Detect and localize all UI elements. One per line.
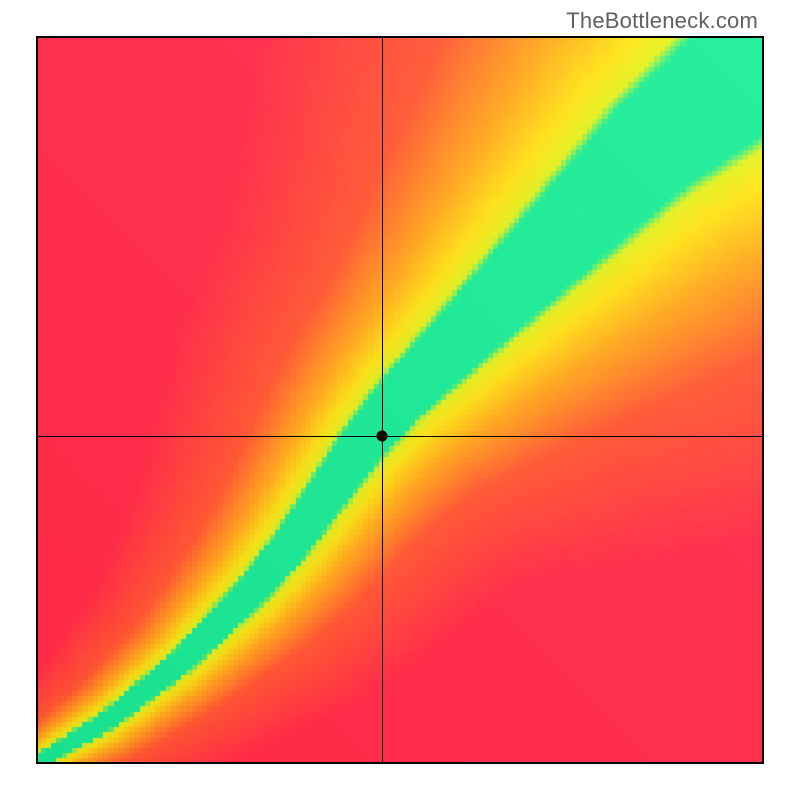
heatmap-canvas bbox=[36, 36, 764, 764]
crosshair-vertical bbox=[382, 36, 383, 764]
crosshair-horizontal bbox=[36, 436, 764, 437]
heatmap-plot bbox=[36, 36, 764, 764]
watermark-text: TheBottleneck.com bbox=[566, 8, 758, 34]
marker-dot bbox=[376, 431, 387, 442]
